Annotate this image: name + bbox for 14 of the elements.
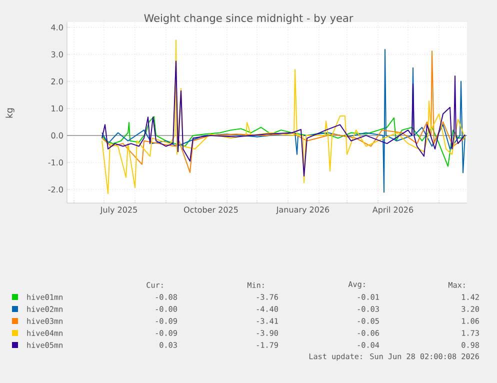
chart-title: Weight change since midnight - by year bbox=[144, 14, 354, 24]
y-tick-label: -1.0 bbox=[48, 159, 63, 166]
y-tick-label: -2.0 bbox=[48, 186, 63, 193]
x-tick-label: April 2026 bbox=[372, 206, 414, 214]
x-tick-label: October 2025 bbox=[184, 206, 238, 213]
x-tick-label: July 2025 bbox=[100, 206, 137, 214]
y-tick-label: 4.0 bbox=[51, 24, 63, 30]
y-tick-label: 0.0 bbox=[51, 132, 63, 138]
y-tick-label: 3.0 bbox=[51, 51, 63, 58]
y-tick-label: 1.0 bbox=[52, 105, 63, 112]
line-series bbox=[102, 116, 466, 167]
y-tick-label: 2.0 bbox=[51, 78, 63, 84]
x-tick-label: January 2026 bbox=[276, 206, 330, 214]
y-axis-title: kg bbox=[6, 108, 14, 118]
